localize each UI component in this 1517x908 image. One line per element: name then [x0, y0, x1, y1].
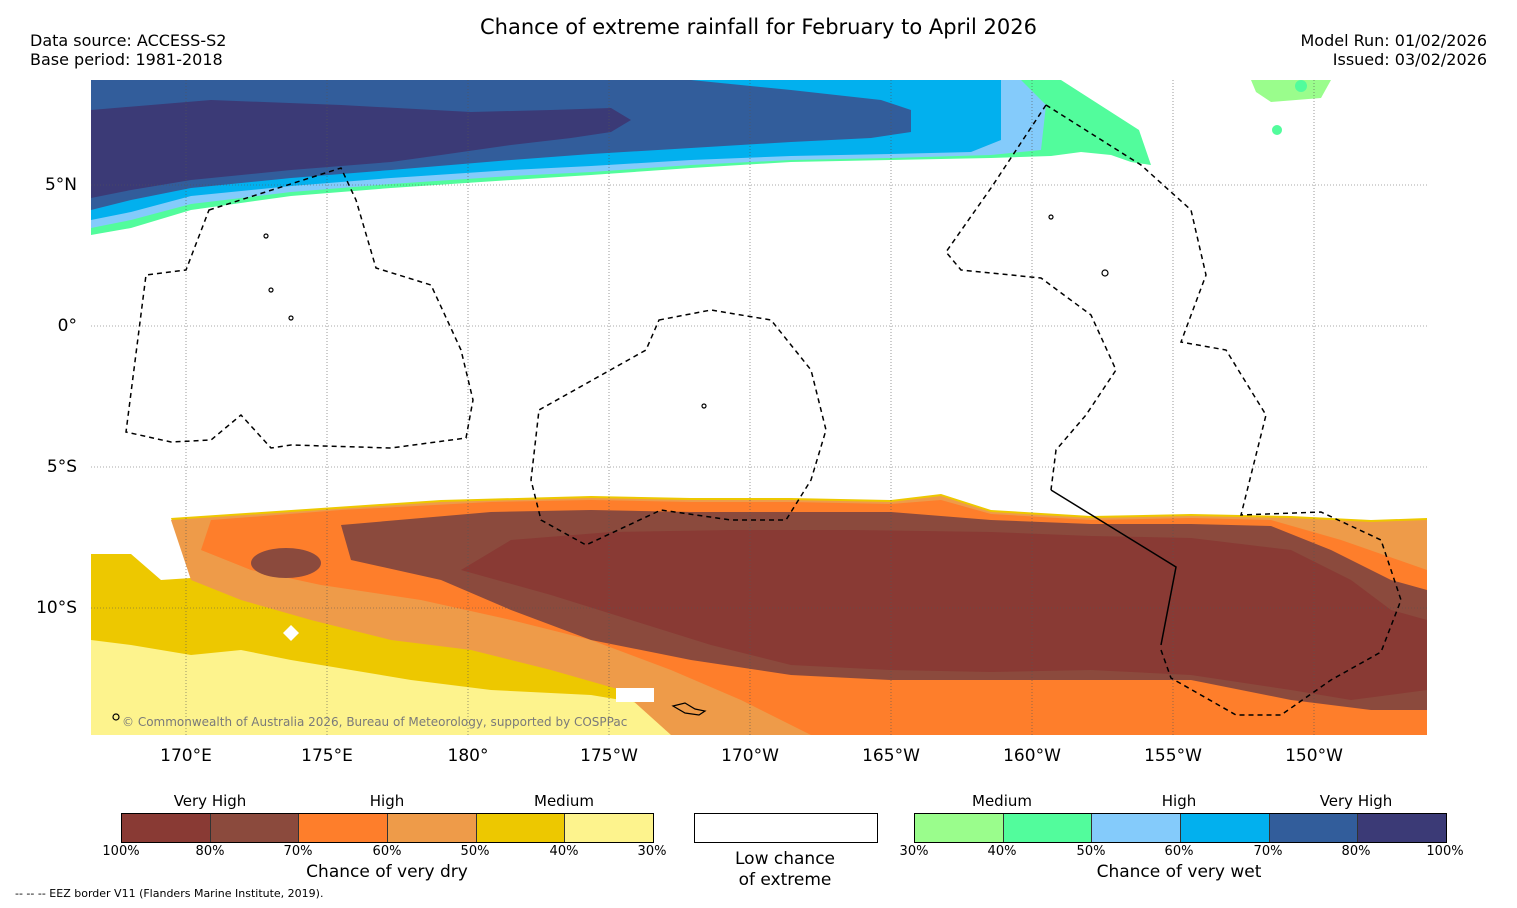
dry-category-very-high: Very High — [173, 792, 247, 810]
wet-tick: 80% — [1341, 844, 1371, 859]
copyright-notice: © Commonwealth of Australia 2026, Bureau… — [122, 715, 628, 729]
lon-label-170w: 170°W — [721, 746, 779, 766]
dry-tick: 40% — [549, 844, 579, 859]
lat-label-5s: 5°S — [46, 457, 77, 477]
dry-tick: 100% — [102, 844, 140, 859]
dry-tick: 60% — [372, 844, 402, 859]
dry-tick: 30% — [637, 844, 667, 859]
dry-legend-title: Chance of very dry — [306, 862, 468, 882]
dry-swatch — [565, 814, 654, 842]
wet-tick: 30% — [899, 844, 929, 859]
wet-category-medium: Medium — [972, 792, 1032, 810]
eez-footnote: -- -- -- EEZ border V11 (Flanders Marine… — [15, 887, 324, 900]
dry-swatch — [122, 814, 211, 842]
lon-label-155w: 155°W — [1144, 746, 1202, 766]
wet-swatch — [1358, 814, 1447, 842]
map-svg — [91, 80, 1427, 735]
wet-tick: 100% — [1426, 844, 1464, 859]
eez-borders — [125, 104, 1402, 716]
dry-tick: 80% — [195, 844, 225, 859]
low-chance-label: Low chance of extreme — [735, 849, 835, 890]
dry-category-high: High — [369, 792, 405, 810]
dry-colorbar — [121, 813, 654, 843]
wet-tick: 50% — [1076, 844, 1106, 859]
lon-label-165w: 165°W — [862, 746, 920, 766]
dry-swatch — [476, 814, 566, 842]
dry-anomaly-band — [91, 494, 1427, 735]
lat-label-5n: 5°N — [44, 175, 77, 195]
wet-swatch — [1181, 814, 1270, 842]
wet-category-very-high: Very High — [1319, 792, 1393, 810]
dry-swatch — [388, 814, 477, 842]
lon-label-175w: 175°W — [580, 746, 638, 766]
dry-category-medium: Medium — [534, 792, 594, 810]
wet-swatch — [1003, 814, 1093, 842]
dry-swatch — [210, 814, 300, 842]
wet-swatch — [1092, 814, 1182, 842]
islands — [112, 214, 1109, 721]
wet-category-high: High — [1161, 792, 1197, 810]
lon-label-180: 180° — [447, 746, 489, 766]
graticule — [91, 80, 1427, 735]
wet-legend-title: Chance of very wet — [1096, 862, 1262, 882]
lat-label-0: 0° — [57, 316, 77, 336]
issued-label: Issued: 03/02/2026 — [1332, 50, 1487, 69]
base-period-label: Base period: 1981-2018 — [30, 50, 223, 69]
maritime-boundary — [1050, 489, 1177, 646]
lon-label-150w: 150°W — [1285, 746, 1343, 766]
lon-label-170e: 170°E — [160, 746, 212, 766]
wet-tick: 40% — [987, 844, 1017, 859]
lon-label-175e: 175°E — [301, 746, 353, 766]
dry-tick: 70% — [283, 844, 313, 859]
chart-title: Chance of extreme rainfall for February … — [480, 15, 1037, 39]
rainfall-map — [91, 80, 1427, 735]
wet-anomaly-band — [91, 80, 1331, 235]
wet-colorbar — [914, 813, 1447, 843]
model-run-label: Model Run: 01/02/2026 — [1300, 31, 1488, 50]
dry-swatch — [299, 814, 389, 842]
lon-label-160w: 160°W — [1003, 746, 1061, 766]
lat-label-10s: 10°S — [36, 598, 77, 618]
data-source-label: Data source: ACCESS-S2 — [30, 31, 227, 50]
wet-tick: 70% — [1253, 844, 1283, 859]
wet-swatch — [1269, 814, 1359, 842]
wet-swatch — [915, 814, 1004, 842]
wet-tick: 60% — [1164, 844, 1194, 859]
dry-tick: 50% — [460, 844, 490, 859]
low-chance-swatch — [694, 813, 878, 843]
